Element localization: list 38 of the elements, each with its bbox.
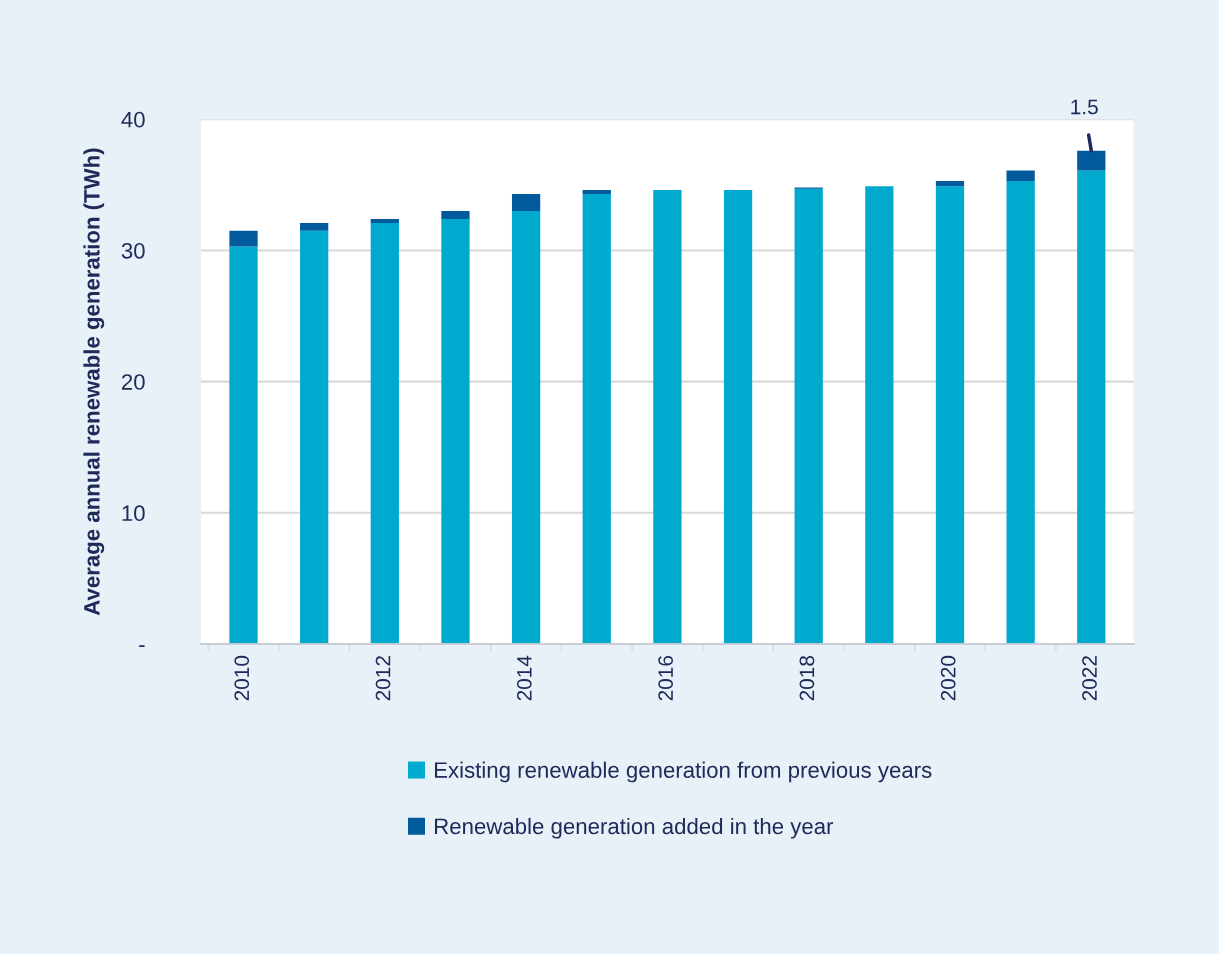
bar [653,190,682,644]
bar [441,211,470,219]
x-tick-label: 2014 [516,655,532,701]
annotation: 1.5 [1071,99,1098,115]
bar [300,230,329,644]
bar [1006,180,1035,644]
x-tick-label: 2012 [375,656,391,701]
bar [1077,150,1106,171]
bar [370,222,399,644]
bar [229,230,258,247]
y-tick-label: 40 [121,111,145,128]
bar [1006,170,1035,181]
bar [441,218,470,644]
y-tick-label: 30 [121,242,145,259]
bar [582,190,611,195]
y-tick-label: 10 [122,505,145,522]
bar [1077,170,1106,644]
y-axis-title: Average annual renewable generation (TWh) [83,148,105,616]
bar [935,186,965,644]
bar [723,190,753,644]
legend-label: Renewable generation added in the year [435,817,834,839]
bar [935,180,965,187]
x-tick-label: 2016 [658,655,673,701]
bar [300,222,329,231]
bar [865,186,894,644]
x-tick-label: 2022 [1082,656,1097,701]
x-tick-label: 2020 [940,655,956,701]
bar [370,218,399,223]
y-tick-label: 20 [121,374,145,390]
x-tick-label: 2010 [234,655,250,701]
x-tick-label: 2018 [799,655,815,701]
bar [511,211,541,644]
bar [229,246,258,644]
legend-label: Existing renewable generation from previous years [435,761,932,783]
y-tick-label: - [139,645,145,647]
bar [511,194,541,212]
bar [794,188,823,644]
bar [582,194,611,644]
